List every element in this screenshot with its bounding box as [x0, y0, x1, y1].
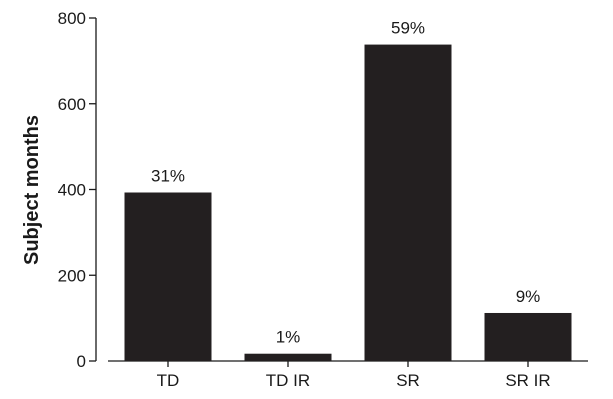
- x-tick-label: SR: [396, 371, 420, 390]
- data-label: 1%: [276, 328, 301, 347]
- y-tick-label: 0: [77, 352, 86, 371]
- x-tick-label: SR IR: [505, 371, 550, 390]
- x-tick-label: TD: [157, 371, 180, 390]
- data-label: 59%: [391, 19, 425, 38]
- data-label: 31%: [151, 167, 185, 186]
- bar-sr-ir: [484, 312, 572, 361]
- bar-sr: [364, 44, 452, 362]
- bar-td: [124, 192, 212, 361]
- x-tick-label: TD IR: [266, 371, 310, 390]
- plot-area: 0 200 400 600 800 TD 31% TD IR 1% SR 59% SR IR 9%: [58, 9, 588, 390]
- bar-td-ir: [244, 353, 332, 361]
- y-tick-label: 400: [58, 181, 86, 200]
- y-axis-title: Subject months: [21, 115, 43, 265]
- y-tick-label: 800: [58, 9, 86, 28]
- y-tick-label: 200: [58, 266, 86, 285]
- y-tick-label: 600: [58, 95, 86, 114]
- data-label: 9%: [516, 287, 541, 306]
